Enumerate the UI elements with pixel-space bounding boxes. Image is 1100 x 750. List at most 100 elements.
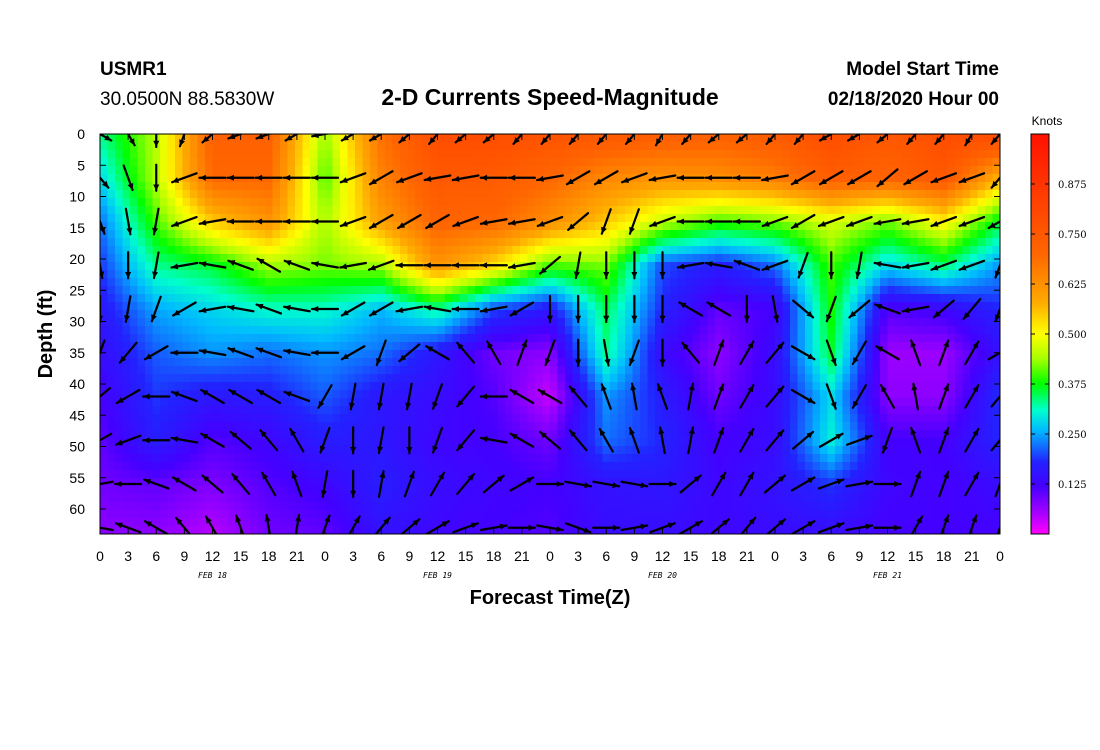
heatmap-cell — [152, 406, 161, 415]
heatmap-cell — [197, 374, 206, 383]
heatmap-cell — [782, 158, 791, 167]
heatmap-cell — [280, 326, 289, 335]
heatmap-cell — [227, 438, 236, 447]
heatmap-cell — [175, 182, 184, 191]
heatmap-cell — [250, 286, 259, 295]
heatmap-cell — [572, 446, 581, 455]
heatmap-cell — [295, 398, 304, 407]
heatmap-cell — [805, 190, 814, 199]
heatmap-cell — [775, 270, 784, 279]
heatmap-cell — [392, 254, 401, 263]
heatmap-cell — [347, 222, 356, 231]
heatmap-cell — [700, 382, 709, 391]
heatmap-cell — [752, 166, 761, 175]
heatmap-cell — [872, 134, 881, 143]
heatmap-cell — [782, 350, 791, 359]
heatmap-cell — [880, 278, 889, 287]
heatmap-cell — [130, 374, 139, 383]
heatmap-cell — [280, 382, 289, 391]
heatmap-cell — [400, 342, 409, 351]
heatmap-cell — [182, 190, 191, 199]
heatmap-cell — [617, 230, 626, 239]
heatmap-cell — [587, 310, 596, 319]
heatmap-cell — [302, 406, 311, 415]
heatmap-cell — [812, 166, 821, 175]
heatmap-cell — [452, 142, 461, 151]
heatmap-cell — [385, 142, 394, 151]
heatmap-cell — [377, 302, 386, 311]
heatmap-cell — [865, 422, 874, 431]
heatmap-cell — [257, 422, 266, 431]
heatmap-cell — [692, 150, 701, 159]
heatmap-cell — [505, 398, 514, 407]
heatmap-cell — [490, 294, 499, 303]
heatmap-cell — [805, 198, 814, 207]
heatmap-cell — [460, 454, 469, 463]
heatmap-cell — [707, 446, 716, 455]
heatmap-cell — [595, 134, 604, 143]
heatmap-cell — [302, 430, 311, 439]
heatmap-cell — [347, 214, 356, 223]
heatmap-cell — [287, 462, 296, 471]
heatmap-cell — [265, 414, 274, 423]
heatmap-cell — [932, 438, 941, 447]
heatmap-cell — [310, 326, 319, 335]
heatmap-cell — [347, 318, 356, 327]
heatmap-cell — [362, 366, 371, 375]
heatmap-cell — [430, 358, 439, 367]
heatmap-cell — [865, 398, 874, 407]
heatmap-cell — [655, 438, 664, 447]
heatmap-cell — [880, 190, 889, 199]
heatmap-cell — [700, 334, 709, 343]
heatmap-cell — [182, 302, 191, 311]
heatmap-cell — [512, 438, 521, 447]
heatmap-cell — [790, 254, 799, 263]
heatmap-cell — [895, 166, 904, 175]
heatmap-cell — [137, 286, 146, 295]
heatmap-cell — [452, 414, 461, 423]
heatmap-cell — [205, 454, 214, 463]
heatmap-cell — [640, 166, 649, 175]
heatmap-cell — [302, 286, 311, 295]
heatmap-cell — [445, 134, 454, 143]
heatmap-cell — [475, 398, 484, 407]
heatmap-cell — [790, 182, 799, 191]
heatmap-cell — [722, 342, 731, 351]
heatmap-cell — [767, 342, 776, 351]
heatmap-cell — [917, 454, 926, 463]
heatmap-cell — [467, 222, 476, 231]
heatmap-cell — [880, 438, 889, 447]
heatmap-cell — [212, 198, 221, 207]
heatmap-cell — [355, 310, 364, 319]
heatmap-cell — [737, 438, 746, 447]
heatmap-cell — [790, 158, 799, 167]
heatmap-cell — [122, 390, 131, 399]
heatmap-cell — [512, 254, 521, 263]
heatmap-cell — [580, 334, 589, 343]
heatmap-cell — [835, 318, 844, 327]
heatmap-cell — [632, 182, 641, 191]
heatmap-cell — [640, 334, 649, 343]
heatmap-cell — [505, 350, 514, 359]
heatmap-cell — [167, 334, 176, 343]
heatmap-cell — [452, 166, 461, 175]
heatmap-cell — [535, 254, 544, 263]
heatmap-cell — [212, 358, 221, 367]
heatmap-cell — [100, 302, 109, 311]
heatmap-cell — [370, 246, 379, 255]
heatmap-cell — [610, 214, 619, 223]
heatmap-cell — [220, 422, 229, 431]
heatmap-cell — [587, 294, 596, 303]
heatmap-cell — [910, 326, 919, 335]
heatmap-cell — [752, 310, 761, 319]
heatmap-cell — [490, 214, 499, 223]
heatmap-cell — [182, 270, 191, 279]
heatmap-cell — [580, 150, 589, 159]
heatmap-cell — [332, 142, 341, 151]
heatmap-cell — [700, 350, 709, 359]
heatmap-cell — [205, 406, 214, 415]
heatmap-cell — [917, 214, 926, 223]
heatmap-cell — [325, 142, 334, 151]
heatmap-cell — [302, 190, 311, 199]
heatmap-cell — [355, 414, 364, 423]
